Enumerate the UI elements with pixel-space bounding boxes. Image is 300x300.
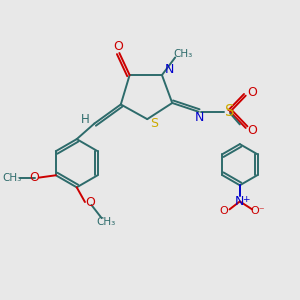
Text: S: S bbox=[225, 104, 234, 119]
Text: N: N bbox=[165, 63, 174, 76]
Text: CH₃: CH₃ bbox=[2, 172, 21, 183]
Text: +: + bbox=[242, 195, 250, 204]
Text: CH₃: CH₃ bbox=[97, 217, 116, 227]
Text: O: O bbox=[247, 86, 257, 99]
Text: S: S bbox=[150, 117, 158, 130]
Text: O⁻: O⁻ bbox=[251, 206, 266, 216]
Text: N: N bbox=[195, 111, 204, 124]
Text: O: O bbox=[85, 196, 95, 209]
Text: O: O bbox=[219, 206, 228, 216]
Text: O: O bbox=[113, 40, 123, 53]
Text: N: N bbox=[235, 195, 244, 208]
Text: H: H bbox=[81, 112, 89, 126]
Text: CH₃: CH₃ bbox=[174, 50, 193, 59]
Text: O: O bbox=[29, 171, 39, 184]
Text: O: O bbox=[247, 124, 257, 137]
